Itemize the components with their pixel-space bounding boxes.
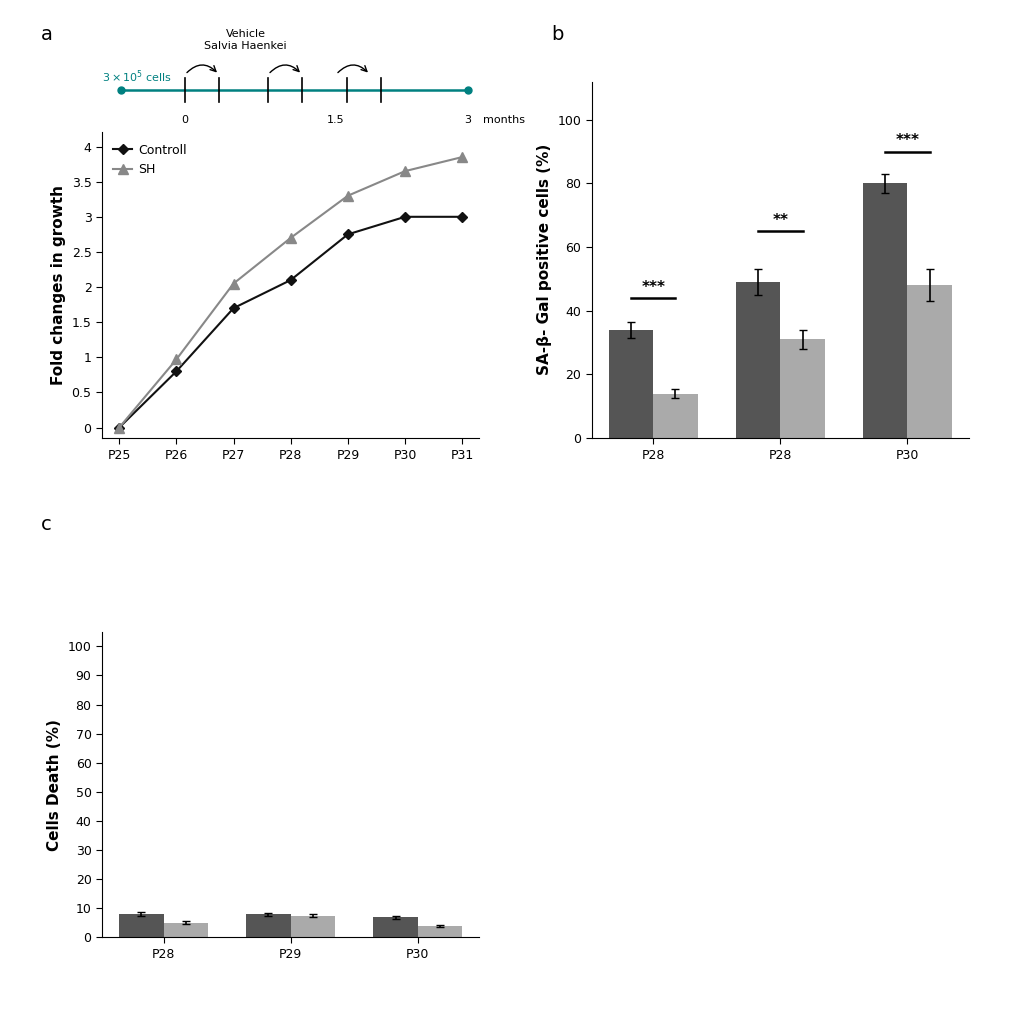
Bar xyxy=(907,285,951,438)
Y-axis label: SA-β- Gal positive cells (%): SA-β- Gal positive cells (%) xyxy=(536,145,551,375)
Y-axis label: Cells Death (%): Cells Death (%) xyxy=(47,718,62,851)
Controll xyxy=(113,422,125,434)
Text: $3\times10^5$ cells: $3\times10^5$ cells xyxy=(102,68,172,85)
Bar xyxy=(373,917,418,937)
Text: c: c xyxy=(41,515,52,534)
Text: Vehicle
Salvia Haenkei: Vehicle Salvia Haenkei xyxy=(204,29,286,51)
SH xyxy=(398,165,411,177)
Bar xyxy=(119,914,163,937)
Bar xyxy=(163,923,208,937)
Bar xyxy=(780,339,824,438)
Text: 0: 0 xyxy=(181,115,189,125)
Text: **: ** xyxy=(771,213,788,228)
SH xyxy=(284,231,297,244)
Text: 3: 3 xyxy=(464,115,471,125)
SH xyxy=(170,354,182,366)
Bar xyxy=(418,926,462,937)
SH xyxy=(341,190,354,202)
Controll xyxy=(227,302,239,314)
Legend: Controll, SH: Controll, SH xyxy=(108,139,192,181)
SH xyxy=(113,422,125,434)
Bar xyxy=(862,183,907,438)
Text: ***: *** xyxy=(641,280,664,294)
Bar xyxy=(290,916,335,937)
Line: Controll: Controll xyxy=(115,213,466,431)
Bar xyxy=(652,393,697,438)
SH xyxy=(455,151,468,163)
Text: a: a xyxy=(41,25,53,45)
Text: ***: *** xyxy=(895,133,918,149)
Controll xyxy=(284,274,297,286)
Text: 1.5: 1.5 xyxy=(327,115,344,125)
Y-axis label: Fold changes in growth: Fold changes in growth xyxy=(51,185,66,385)
Controll xyxy=(341,228,354,240)
Controll xyxy=(455,211,468,223)
Text: b: b xyxy=(550,25,562,45)
Line: SH: SH xyxy=(114,152,467,432)
Bar xyxy=(246,914,290,937)
Text: months: months xyxy=(483,115,525,125)
Bar xyxy=(608,330,652,438)
Bar xyxy=(735,282,780,438)
Controll xyxy=(170,365,182,377)
Controll xyxy=(398,211,411,223)
SH xyxy=(227,277,239,289)
